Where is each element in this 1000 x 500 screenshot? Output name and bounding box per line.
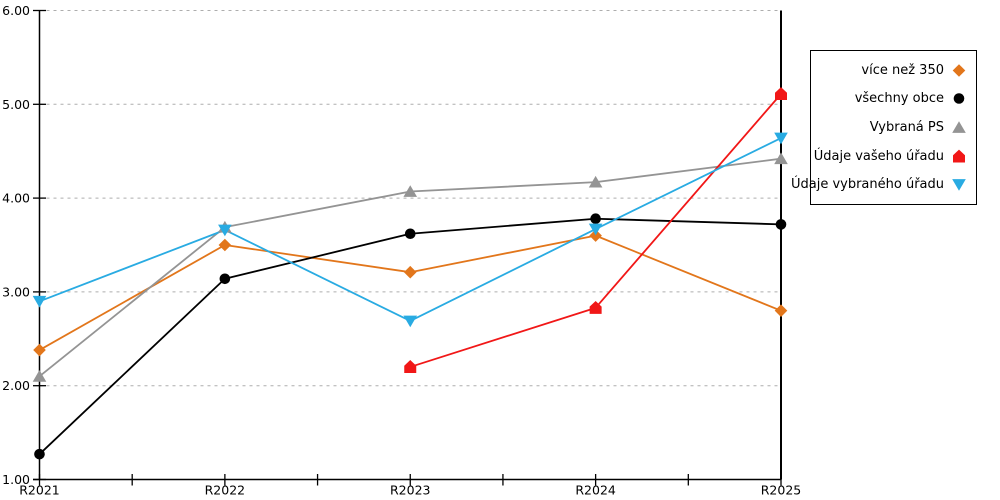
diamond-marker-icon — [952, 63, 966, 77]
pentagon-marker-icon — [589, 300, 602, 314]
x-axis-label: R2024 — [575, 483, 616, 498]
x-axis-label: R2022 — [205, 483, 246, 498]
triangle-up-marker-icon — [588, 175, 603, 188]
circle-marker-icon — [34, 448, 45, 460]
triangle-down-marker-icon — [403, 315, 418, 328]
x-axis-label: R2023 — [390, 483, 431, 498]
circle-marker-icon — [953, 93, 965, 105]
y-axis-label: 2.00 — [2, 378, 30, 393]
circle-marker-icon — [219, 273, 231, 285]
triangle-down-marker-icon — [218, 224, 232, 237]
triangle-up-marker-icon — [403, 185, 418, 197]
y-axis-label: 4.00 — [2, 191, 30, 206]
diamond-marker-icon — [33, 343, 46, 357]
circle-marker-icon — [590, 213, 601, 225]
legend-item-label: Vybraná PS — [869, 119, 944, 135]
triangle-up-marker-icon — [774, 152, 788, 165]
legend-item-1: všechny obce — [820, 91, 967, 106]
y-axis-label: 3.00 — [2, 284, 30, 299]
triangle-down-marker-icon — [952, 179, 966, 191]
legend-item-4: Údaje vybraného úřadu — [791, 177, 967, 192]
legend-item-0: více než 350 — [820, 63, 967, 78]
legend-item-label: všechny obce — [854, 91, 944, 107]
triangle-down-marker-icon — [32, 295, 47, 308]
diamond-marker-icon — [774, 304, 788, 317]
circle-marker-icon — [404, 228, 416, 240]
pentagon-marker-icon — [953, 149, 965, 163]
x-axis-label: R2021 — [19, 483, 60, 498]
legend-item-label: více než 350 — [861, 62, 944, 78]
triangle-down-marker-icon — [774, 132, 788, 145]
pentagon-marker-icon — [404, 360, 417, 373]
legend: více než 350 všechny obce Vybraná PS Údaje … — [791, 50, 977, 205]
circle-marker-icon — [775, 219, 787, 230]
diamond-marker-icon — [403, 265, 417, 279]
triangle-up-marker-icon — [952, 121, 966, 133]
triangle-down-marker-icon — [588, 223, 603, 236]
legend-item-label: Údaje vašeho úřadu — [813, 148, 944, 164]
pentagon-marker-icon — [775, 87, 787, 100]
y-axis-label: 6.00 — [2, 3, 30, 18]
triangle-up-marker-icon — [32, 370, 47, 382]
diamond-marker-icon — [218, 238, 232, 252]
legend-item-label: Údaje vybraného úřadu — [790, 177, 944, 193]
legend-item-3: Údaje vašeho úřadu — [814, 149, 967, 164]
series-line-0 — [39, 234, 782, 351]
y-axis-label: 1.00 — [2, 472, 30, 487]
series-line-1 — [38, 217, 782, 455]
legend-item-2: Vybraná PS — [820, 120, 967, 135]
y-axis-label: 5.00 — [2, 97, 30, 112]
x-axis-label: R2025 — [761, 483, 802, 498]
